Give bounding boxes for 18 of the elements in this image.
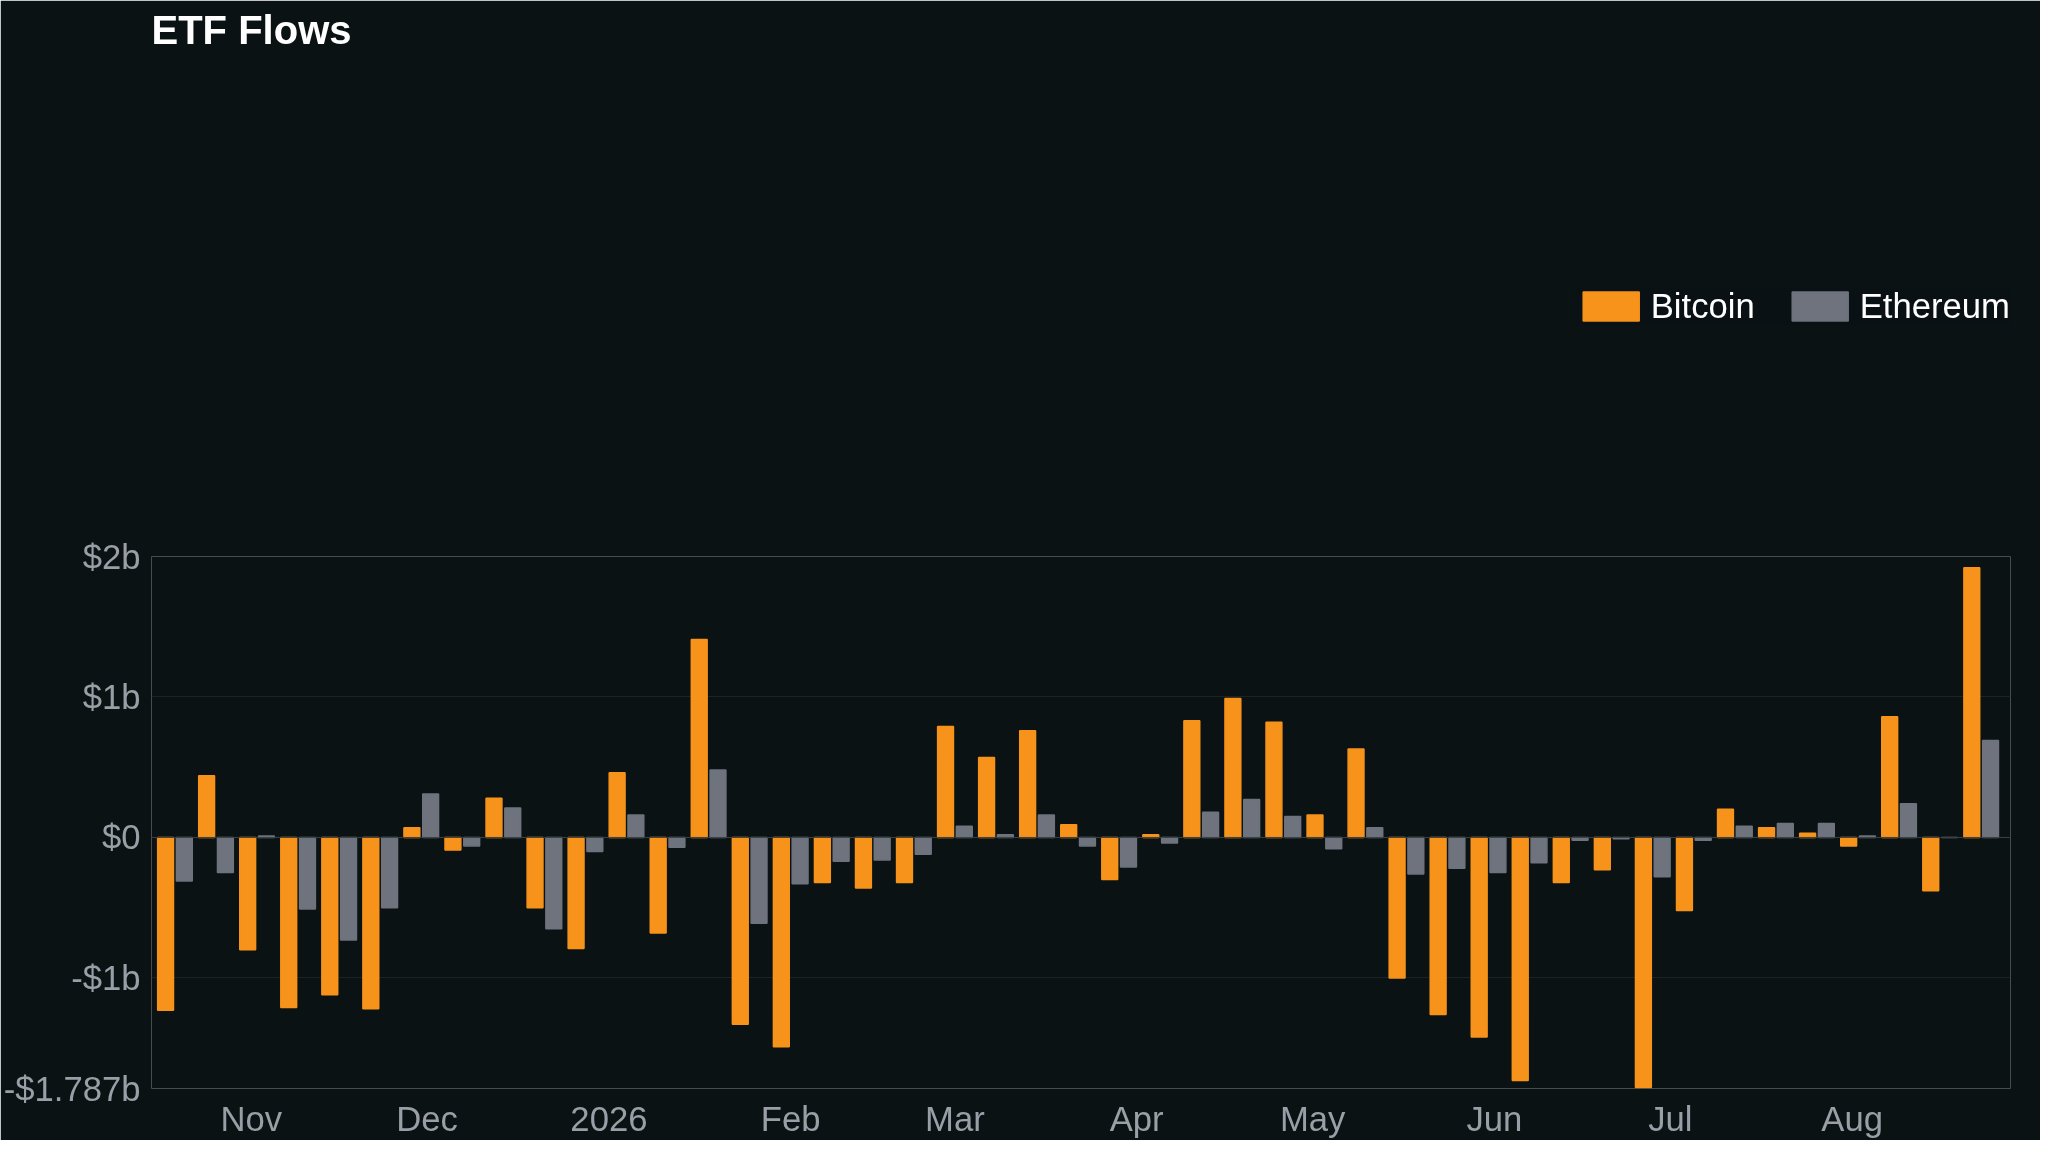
legend-label: Bitcoin bbox=[1650, 286, 1755, 326]
y-tick-label: $2b bbox=[82, 537, 141, 576]
x-tick-label: Jun bbox=[1466, 1099, 1523, 1138]
x-tick-label: May bbox=[1279, 1099, 1347, 1138]
x-tick-label: Nov bbox=[220, 1099, 283, 1138]
y-tick-label: $0 bbox=[101, 818, 141, 857]
x-tick-label: Jul bbox=[1648, 1099, 1693, 1138]
x-tick-label: Aug bbox=[1821, 1099, 1883, 1138]
x-tick-label: Mar bbox=[925, 1099, 985, 1138]
x-tick-label: Dec bbox=[396, 1099, 458, 1138]
y-tick-label: -$1b bbox=[71, 958, 141, 997]
x-tick-label: Apr bbox=[1109, 1099, 1164, 1138]
x-tick-label: Feb bbox=[760, 1099, 821, 1138]
y-tick-label: -$1.787b bbox=[3, 1069, 141, 1108]
y-tick-label: $1b bbox=[82, 677, 141, 716]
legend-label: Ethereum bbox=[1859, 286, 2010, 326]
chart-title: ETF Flows bbox=[151, 7, 352, 52]
x-tick-label: 2026 bbox=[570, 1099, 648, 1138]
